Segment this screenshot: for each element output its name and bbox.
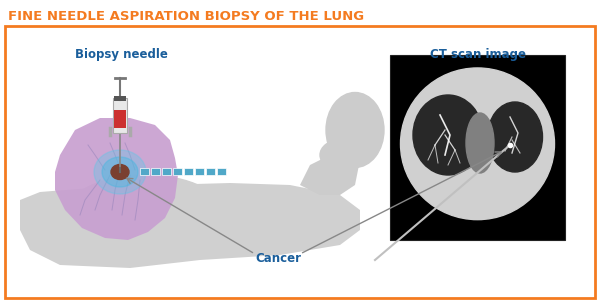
- FancyBboxPatch shape: [140, 168, 149, 175]
- Text: Biopsy needle: Biopsy needle: [75, 48, 168, 61]
- Polygon shape: [55, 118, 178, 240]
- FancyBboxPatch shape: [390, 55, 565, 240]
- Text: Cancer: Cancer: [255, 252, 301, 265]
- Ellipse shape: [413, 95, 483, 175]
- FancyBboxPatch shape: [114, 96, 126, 101]
- FancyBboxPatch shape: [195, 168, 204, 175]
- FancyBboxPatch shape: [162, 168, 171, 175]
- Text: CT scan image: CT scan image: [430, 48, 526, 61]
- Text: FINE NEEDLE ASPIRATION BIOPSY OF THE LUNG: FINE NEEDLE ASPIRATION BIOPSY OF THE LUN…: [8, 10, 364, 23]
- Ellipse shape: [466, 113, 494, 173]
- FancyBboxPatch shape: [114, 110, 126, 128]
- Ellipse shape: [320, 140, 360, 170]
- FancyBboxPatch shape: [173, 168, 182, 175]
- Ellipse shape: [401, 68, 554, 220]
- FancyBboxPatch shape: [206, 168, 215, 175]
- Ellipse shape: [487, 102, 542, 172]
- Ellipse shape: [94, 150, 146, 194]
- Ellipse shape: [65, 175, 225, 255]
- Polygon shape: [20, 183, 360, 268]
- FancyBboxPatch shape: [217, 168, 226, 175]
- FancyBboxPatch shape: [151, 168, 160, 175]
- Ellipse shape: [111, 164, 129, 179]
- FancyBboxPatch shape: [113, 98, 127, 133]
- Polygon shape: [300, 150, 360, 195]
- Ellipse shape: [326, 92, 384, 168]
- Ellipse shape: [102, 157, 138, 187]
- FancyBboxPatch shape: [184, 168, 193, 175]
